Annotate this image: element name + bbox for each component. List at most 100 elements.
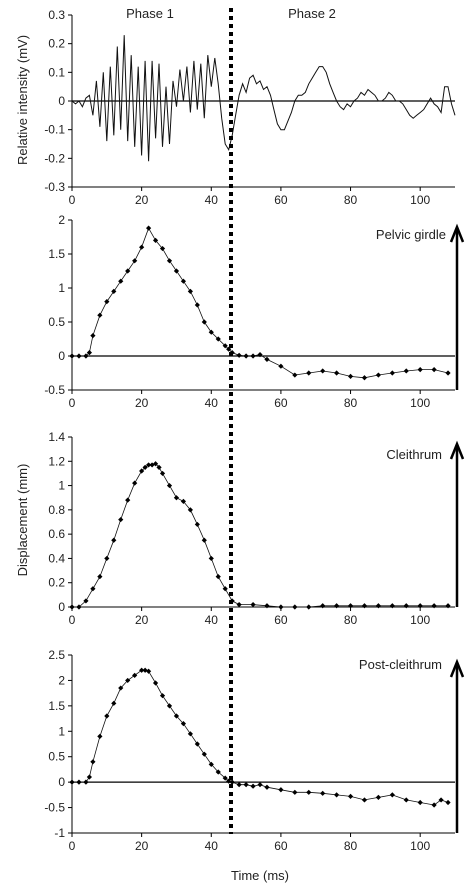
- data-point-cleithrum: [347, 603, 354, 609]
- y-tick-label-emg: -0.3: [44, 180, 65, 194]
- x-tick-label-postcleithrum: 40: [205, 839, 219, 853]
- data-point-postcleithrum: [125, 677, 131, 684]
- y-tick-label-postcleithrum: 0: [58, 775, 65, 789]
- panel-emg: -0.3 -0.2 -0.1 0 0.1 0.2 0.3 0 20 40 60 80 100 Phase…: [15, 6, 456, 207]
- y-tick-label-postcleithrum: -1: [54, 826, 65, 840]
- data-point-cleithrum: [76, 604, 82, 610]
- data-point-pelvic: [334, 370, 340, 376]
- data-point-pelvic: [86, 350, 93, 356]
- data-point-postcleithrum: [361, 797, 368, 803]
- data-point-postcleithrum: [90, 759, 96, 765]
- data-point-pelvic: [132, 258, 138, 264]
- data-point-pelvic: [111, 288, 117, 294]
- data-point-pelvic: [146, 225, 152, 231]
- data-point-postcleithrum: [417, 799, 423, 806]
- data-point-cleithrum: [142, 464, 148, 470]
- data-point-cleithrum: [361, 603, 368, 609]
- data-point-postcleithrum: [264, 784, 270, 790]
- data-point-cleithrum: [90, 586, 96, 592]
- x-tick-label-pelvic: 60: [274, 396, 288, 410]
- data-point-postcleithrum: [278, 787, 284, 793]
- y-tick-label-pelvic: 1.5: [48, 247, 65, 261]
- data-point-cleithrum: [156, 464, 162, 470]
- data-point-pelvic: [403, 368, 409, 374]
- data-point-cleithrum: [187, 507, 193, 513]
- y-tick-label-emg: 0: [58, 94, 65, 108]
- data-point-postcleithrum: [403, 797, 409, 803]
- data-point-pelvic: [215, 336, 221, 342]
- x-tick-label-pelvic: 100: [410, 396, 430, 410]
- y-tick-label-emg: -0.2: [44, 151, 65, 165]
- plot-pelvic-girdle: -0.500.511.520 20 40 60 80 100: [44, 213, 465, 410]
- data-point-pelvic: [201, 319, 207, 325]
- data-point-postcleithrum: [347, 793, 354, 799]
- data-point-postcleithrum: [320, 790, 326, 796]
- data-point-pelvic: [166, 258, 173, 264]
- data-point-postcleithrum: [166, 703, 173, 709]
- data-point-postcleithrum: [445, 799, 451, 806]
- data-point-cleithrum: [146, 462, 152, 468]
- x-tick-label-cleithrum: 0: [69, 613, 76, 627]
- x-tick-label-postcleithrum: 60: [274, 839, 288, 853]
- data-point-cleithrum: [208, 555, 214, 562]
- data-point-pelvic: [90, 333, 96, 339]
- data-point-pelvic: [445, 370, 451, 376]
- plot-post-cleithrum: -1 -0.5 0 0.5 1 1.5 2 2.5 0 20 40 60 80 100: [44, 648, 465, 853]
- data-point-postcleithrum: [306, 789, 312, 795]
- data-point-postcleithrum: [222, 775, 228, 781]
- x-tick-label-cleithrum: 100: [410, 613, 430, 627]
- data-point-pelvic: [306, 370, 312, 376]
- data-point-cleithrum: [104, 555, 110, 562]
- data-point-postcleithrum: [334, 792, 340, 798]
- data-point-postcleithrum: [118, 685, 124, 691]
- y-tick-label-pelvic: 0.5: [48, 315, 65, 329]
- right-arrow-head-postcleithrum: [449, 658, 465, 678]
- panel-cleithrum: 0 0.2 0.4 0.6 0.8 1 1.2 1.4 0 20 40 60 80 100 Cleithr…: [15, 430, 465, 627]
- data-point-postcleithrum: [173, 713, 180, 719]
- data-point-cleithrum: [152, 461, 159, 467]
- data-point-pelvic: [125, 268, 131, 274]
- data-point-cleithrum: [132, 480, 138, 486]
- data-point-postcleithrum: [194, 741, 200, 747]
- x-tick-label-cleithrum: 20: [135, 613, 149, 627]
- series-line-emg: [71, 35, 456, 162]
- data-point-cleithrum: [180, 498, 187, 504]
- x-tick-label-emg: 100: [410, 193, 430, 207]
- data-point-pelvic: [180, 278, 187, 284]
- y-tick-label-postcleithrum: 0.5: [48, 750, 65, 764]
- data-point-cleithrum: [201, 537, 207, 543]
- x-tick-label-emg: 60: [274, 193, 288, 207]
- data-point-postcleithrum: [159, 693, 166, 699]
- y-tick-label-cleithrum: 1: [58, 479, 65, 493]
- data-point-cleithrum: [403, 603, 409, 609]
- data-point-cleithrum: [222, 586, 228, 592]
- y-tick-label-pelvic: -0.5: [44, 383, 65, 397]
- annotation-phase-2: Phase 2: [288, 6, 336, 21]
- data-point-postcleithrum: [236, 782, 242, 788]
- data-point-cleithrum: [83, 598, 89, 604]
- data-point-pelvic: [208, 329, 214, 335]
- data-point-cleithrum: [97, 574, 103, 580]
- data-point-cleithrum: [111, 537, 117, 543]
- data-point-pelvic: [139, 244, 145, 250]
- x-tick-label-postcleithrum: 80: [344, 839, 358, 853]
- data-point-postcleithrum: [180, 721, 187, 727]
- data-point-pelvic: [194, 302, 200, 308]
- y-tick-label-cleithrum: 1.2: [48, 454, 65, 468]
- x-tick-label-pelvic: 40: [205, 396, 219, 410]
- data-point-cleithrum: [431, 603, 437, 609]
- data-point-postcleithrum: [76, 779, 82, 785]
- data-point-pelvic: [361, 375, 368, 381]
- data-point-pelvic: [278, 363, 284, 369]
- data-point-pelvic: [264, 356, 270, 362]
- data-point-pelvic: [417, 367, 423, 373]
- y-tick-label-pelvic: 1: [58, 281, 65, 295]
- right-arrow-head-cleithrum: [449, 440, 465, 460]
- x-tick-label-emg: 40: [205, 193, 219, 207]
- data-point-postcleithrum: [187, 731, 193, 737]
- data-point-pelvic: [159, 245, 166, 252]
- data-point-postcleithrum: [257, 782, 263, 788]
- data-point-pelvic: [375, 372, 381, 378]
- data-point-cleithrum: [215, 574, 221, 580]
